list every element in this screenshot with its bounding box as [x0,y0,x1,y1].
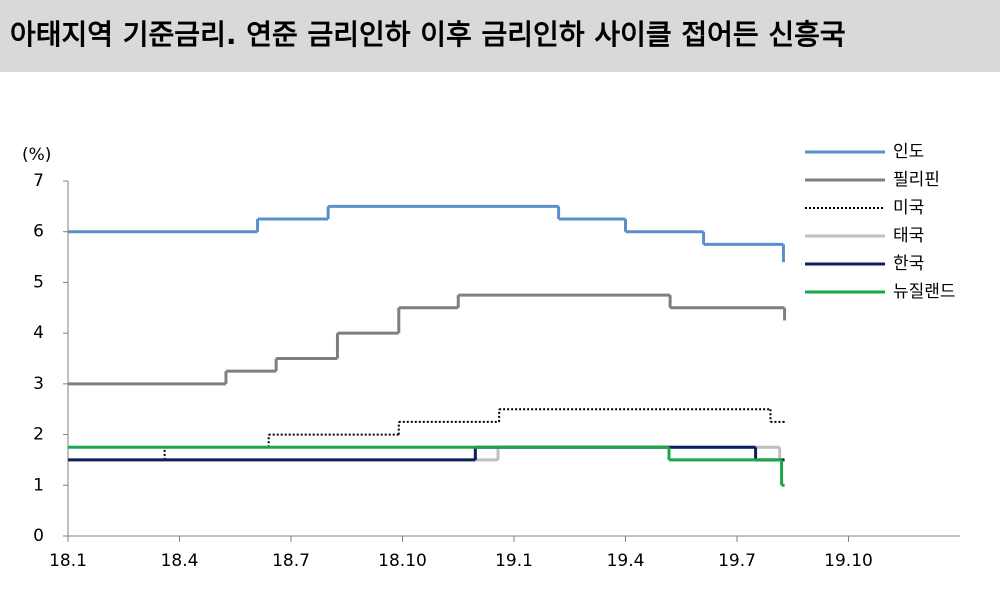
x-tick-label: 19.7 [718,551,756,571]
y-tick-label: 1 [33,475,44,495]
y-tick-label: 0 [33,526,44,546]
legend-label: 태국 [893,226,924,246]
y-axis-label: (%) [22,145,51,165]
x-tick-label: 19.4 [607,551,645,571]
y-tick-label: 3 [33,374,44,394]
legend-label: 한국 [893,254,924,274]
legend-label: 뉴질랜드 [893,282,956,302]
y-tick-label: 4 [33,323,44,343]
x-tick-label: 19.1 [495,551,533,571]
y-tick-label: 2 [33,425,44,445]
legend-label: 필리핀 [893,170,940,190]
chart-title: 아태지역 기준금리. 연준 금리인하 이후 금리인하 사이클 접어든 신흥국 [10,18,846,51]
x-tick-label: 19.10 [824,551,873,571]
y-tick-label: 5 [33,272,44,292]
x-tick-label: 18.4 [161,551,199,571]
title-band [0,0,1000,72]
y-tick-label: 7 [33,171,44,191]
x-tick-label: 18.7 [272,551,310,571]
legend-label: 미국 [893,198,924,218]
legend-label: 인도 [893,142,924,162]
x-tick-label: 18.10 [378,551,427,571]
y-tick-label: 6 [33,222,44,242]
x-tick-label: 18.1 [49,551,87,571]
